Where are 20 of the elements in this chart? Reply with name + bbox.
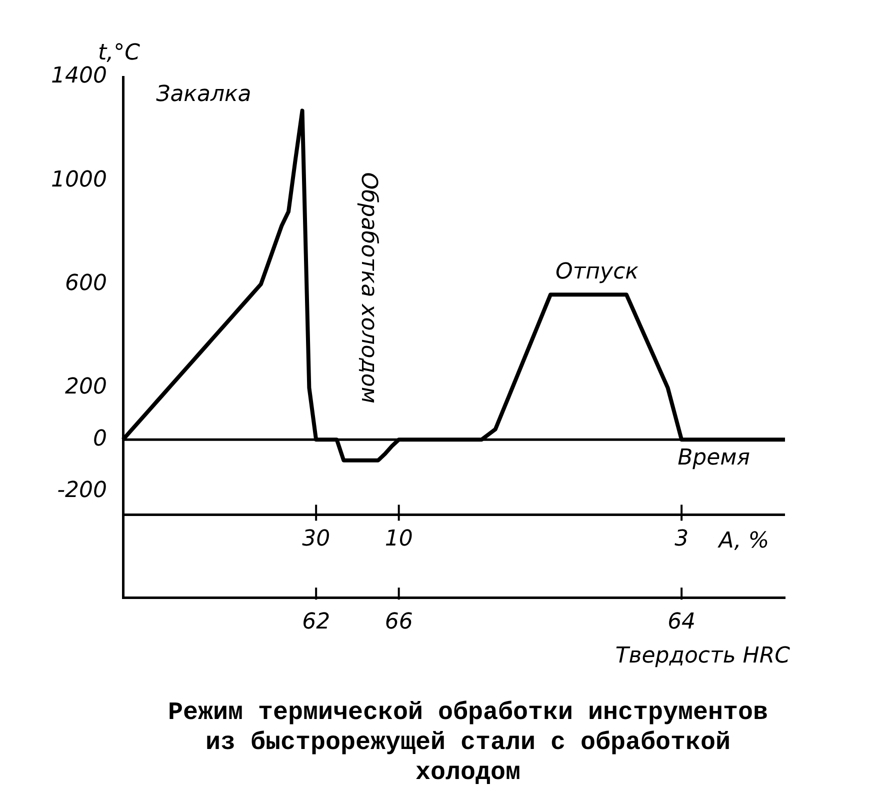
- annotation: Обработка холодом: [356, 172, 382, 404]
- annotation: 3: [674, 526, 689, 552]
- y-axis-title: t,°C: [98, 40, 141, 66]
- y-tick-label: 200: [65, 374, 107, 400]
- x-tick-label: 62: [302, 610, 330, 635]
- y-tick-label: 600: [65, 270, 107, 296]
- annotation: 30: [302, 526, 330, 552]
- annotation: 10: [384, 526, 413, 552]
- y-tick-label: 1400: [51, 64, 107, 89]
- annotation: Отпуск: [556, 259, 640, 284]
- y-tick-label: -200: [57, 478, 107, 504]
- text: Режим термической обработки инструментов из быстрорежущей стали с обработкой холодом: [166, 698, 770, 788]
- x-axis-title: Твердость HRC: [615, 643, 791, 668]
- y-tick-label: 0: [93, 426, 107, 452]
- ref-line-label: Время: [678, 445, 750, 470]
- annotation: Закалка: [156, 82, 252, 107]
- annotation: A, %: [716, 528, 770, 554]
- y-tick-label: 1000: [51, 167, 107, 192]
- x-tick-label: 66: [384, 610, 413, 635]
- x-tick-label: 64: [668, 610, 696, 635]
